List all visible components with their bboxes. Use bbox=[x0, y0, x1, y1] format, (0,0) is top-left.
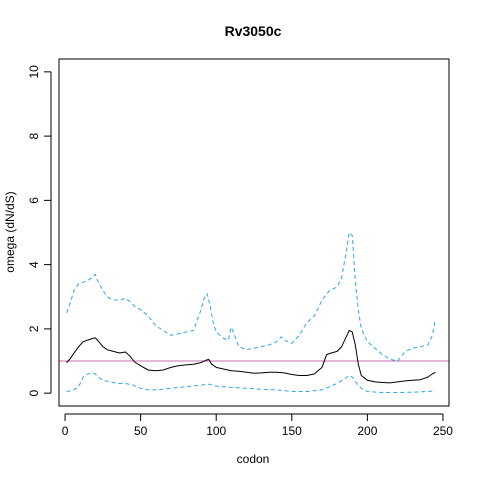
series-line-estimate bbox=[66, 330, 436, 384]
x-tick-label: 200 bbox=[357, 424, 377, 438]
y-tick-label: 4 bbox=[27, 261, 41, 268]
y-tick-label: 0 bbox=[27, 389, 41, 396]
x-tick-label: 0 bbox=[62, 424, 69, 438]
plot-frame bbox=[58, 58, 450, 407]
y-tick-label: 2 bbox=[27, 325, 41, 332]
x-tick-label: 50 bbox=[134, 424, 148, 438]
y-tick-label: 10 bbox=[27, 65, 41, 79]
x-axis-label: codon bbox=[237, 452, 270, 466]
y-tick-label: 8 bbox=[27, 132, 41, 139]
y-tick-label: 6 bbox=[27, 197, 41, 204]
series-line-lower bbox=[66, 372, 436, 393]
y-axis: 0 2 4 6 8 10 bbox=[27, 65, 52, 396]
x-axis: 0 50 100 150 200 250 bbox=[62, 413, 453, 438]
series-line-upper bbox=[66, 232, 436, 362]
chart-title: Rv3050c bbox=[225, 23, 282, 39]
y-axis-label: omega (dN/dS) bbox=[3, 191, 17, 272]
x-tick-label: 100 bbox=[206, 424, 226, 438]
x-tick-label: 250 bbox=[433, 424, 453, 438]
x-tick-label: 150 bbox=[282, 424, 302, 438]
series-layer bbox=[66, 232, 436, 393]
